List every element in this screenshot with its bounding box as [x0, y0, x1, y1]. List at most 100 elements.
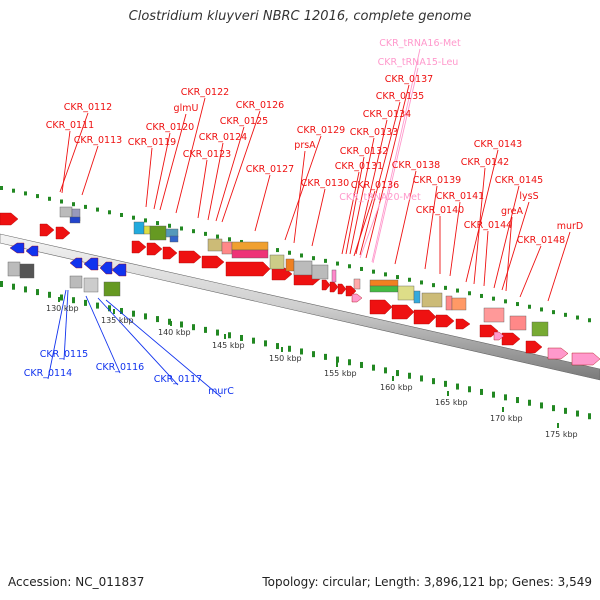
reverse-strand-tick — [348, 359, 351, 366]
forward-gene — [455, 318, 471, 330]
reverse-strand-tick — [204, 326, 207, 333]
forward-gene-label-leader — [501, 201, 530, 291]
genome-summary-text: Topology: circular; Length: 3,896,121 bp… — [262, 575, 592, 589]
backbone — [0, 233, 600, 381]
forward-gene — [225, 261, 271, 277]
forward-gene-label: CKR_0144 — [464, 220, 512, 231]
forward-gene-label-leader — [371, 48, 421, 263]
forward-feature-box — [451, 297, 467, 311]
forward-feature-box — [133, 221, 145, 235]
forward-gene-label-leader — [519, 245, 542, 298]
forward-gene-label: murD — [557, 221, 584, 232]
reverse-gene-label: murC — [208, 386, 234, 397]
forward-strand-tick — [504, 299, 507, 304]
reverse-strand-tick — [72, 297, 75, 304]
reverse-strand-tick — [96, 302, 99, 309]
reverse-strand-tick — [564, 407, 567, 414]
reverse-strand-tick — [552, 405, 555, 412]
scale-tick — [336, 362, 338, 367]
reverse-gene — [99, 261, 113, 275]
label-leaders — [47, 48, 571, 398]
forward-gene — [321, 279, 331, 291]
forward-gene-label: CKR_0127 — [246, 164, 294, 175]
reverse-gene-label-leader — [97, 297, 179, 386]
forward-strand-tick — [84, 204, 87, 209]
genome-backbone — [0, 233, 600, 381]
forward-gene — [501, 332, 521, 346]
forward-gene-label-leader — [59, 112, 89, 193]
reverse-strand-tick — [528, 399, 531, 406]
reverse-strand-tick — [312, 351, 315, 358]
scale-label: 155 kbp — [324, 369, 357, 378]
trna-gene — [571, 352, 600, 366]
reverse-strand-tick — [156, 316, 159, 323]
reverse-gene — [69, 257, 83, 269]
forward-strand-tick — [288, 250, 291, 255]
reverse-gene-label-leader — [105, 299, 222, 398]
forward-gene-label: CKR_0111 — [46, 120, 94, 131]
forward-gene-label-leader — [221, 110, 261, 223]
forward-feature-box — [531, 321, 549, 337]
scale-label: 150 kbp — [269, 354, 302, 363]
forward-gene-label: prsA — [294, 140, 316, 151]
forward-strand-tick — [72, 202, 75, 207]
forward-gene-label-leader — [215, 126, 245, 222]
forward-gene — [39, 223, 55, 237]
scale-label: 170 kbp — [490, 414, 523, 423]
forward-gene-label: CKR_0145 — [495, 175, 543, 186]
reverse-feature-box — [7, 261, 21, 277]
forward-gene-label-leader — [153, 132, 171, 210]
reverse-strand-tick — [120, 307, 123, 314]
scale-tick — [281, 347, 283, 352]
forward-gene-label: CKR_tRNA16-Met — [379, 38, 461, 49]
reverse-strand-tick — [504, 394, 507, 401]
forward-gene-label: CKR_0139 — [413, 175, 461, 186]
forward-strand-tick — [108, 210, 111, 215]
forward-feature-box — [293, 260, 313, 276]
forward-feature-box — [221, 241, 233, 255]
forward-gene-label-leader — [424, 185, 438, 270]
forward-strand-tick — [216, 234, 219, 239]
scale-tick — [557, 423, 559, 428]
forward-gene — [329, 281, 339, 293]
forward-strand-tick — [192, 229, 195, 234]
forward-gene-label-leader — [207, 142, 224, 221]
reverse-strand-tick — [396, 370, 399, 377]
reverse-gene — [25, 245, 39, 257]
reverse-strand-tick — [492, 391, 495, 398]
forward-strand-tick — [120, 212, 123, 217]
reverse-strand-tick — [588, 413, 591, 420]
forward-gene-label-leader — [311, 188, 326, 247]
forward-gene-label-leader — [353, 190, 376, 257]
forward-strand-tick — [348, 264, 351, 269]
forward-gene-label: CKR_0142 — [461, 157, 509, 168]
forward-gene-label: CKR_0134 — [363, 109, 411, 120]
reverse-strand-tick — [444, 380, 447, 387]
reverse-strand-tick — [576, 410, 579, 417]
forward-strand-tick — [276, 248, 279, 253]
forward-feature-box — [397, 285, 415, 301]
reverse-strand-tick — [240, 334, 243, 341]
forward-strand-tick — [324, 258, 327, 263]
forward-strand-tick — [228, 237, 231, 242]
forward-feature-box — [207, 238, 223, 252]
reverse-strand-tick — [456, 383, 459, 390]
reverse-gene — [83, 257, 99, 271]
scale-label: 145 kbp — [212, 341, 245, 350]
forward-gene-label: CKR_tRNA15-Leu — [378, 57, 459, 68]
forward-gene-label-leader — [145, 147, 153, 208]
forward-gene-label: CKR_0132 — [340, 146, 388, 157]
forward-gene-label-leader — [159, 113, 187, 211]
forward-gene-label: CKR_0124 — [199, 132, 247, 143]
scale-label: 130 kbp — [46, 304, 79, 313]
reverse-feature-box — [103, 281, 121, 297]
forward-gene-label-leader — [359, 101, 401, 256]
forward-feature-box — [149, 225, 167, 241]
forward-strand-tick — [588, 318, 591, 323]
forward-gene-label: CKR_0125 — [220, 116, 268, 127]
reverse-strand-tick — [252, 337, 255, 344]
forward-strand-tick — [480, 293, 483, 298]
forward-feature-box — [169, 235, 179, 243]
forward-strand-tick — [564, 312, 567, 317]
